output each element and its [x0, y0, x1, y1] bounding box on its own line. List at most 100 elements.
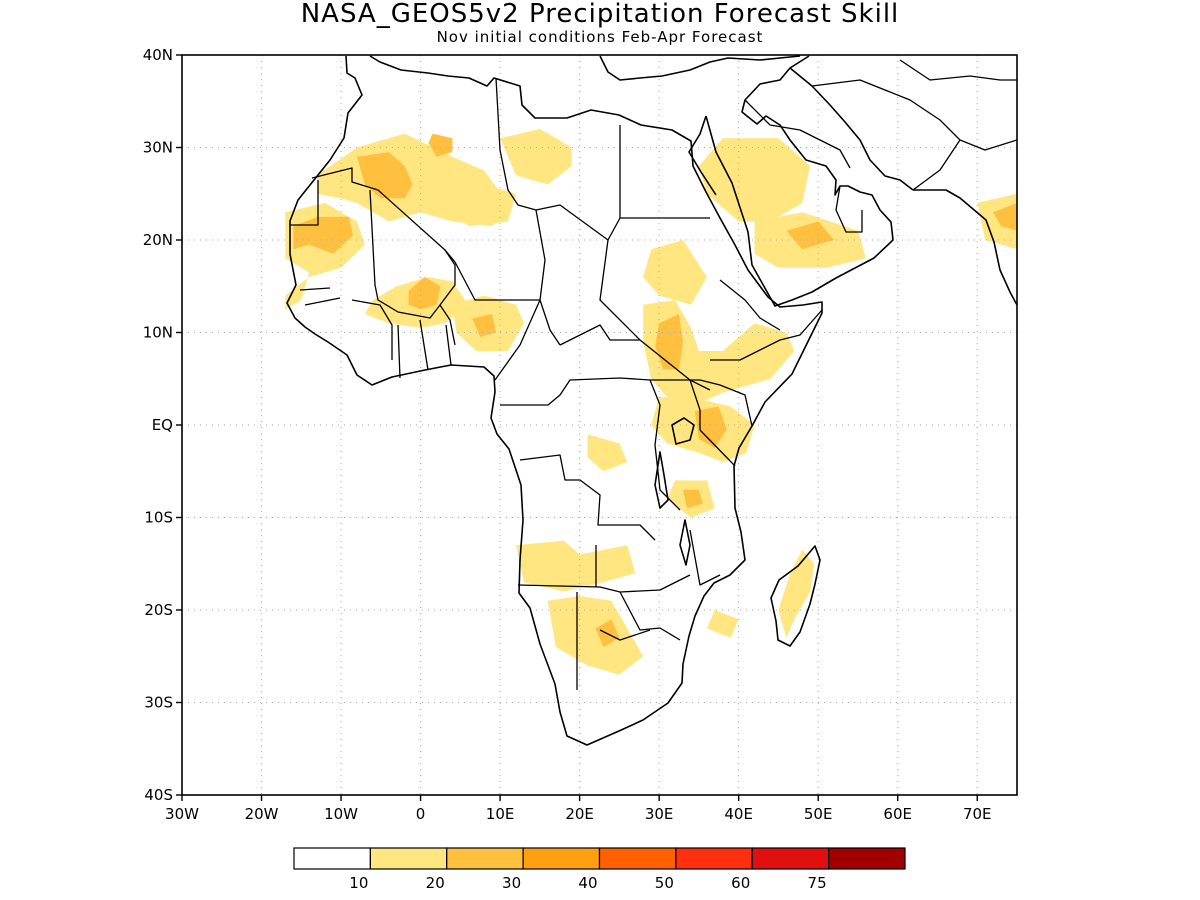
skill-region	[516, 540, 636, 592]
latitude-ticks: 40N 30N 20N 10N EQ 10S 20S 30S 40S	[143, 46, 182, 804]
lat-tick-label: 10N	[143, 324, 173, 342]
border	[835, 185, 863, 233]
skill-shading-layer	[285, 129, 1017, 675]
border	[719, 279, 781, 331]
colorbar-swatch	[598, 847, 677, 870]
colorbar-tick-label: 50	[655, 874, 674, 892]
coastlines-and-borders	[286, 55, 1017, 746]
lat-tick-label: EQ	[152, 416, 173, 434]
skill-region	[698, 138, 811, 222]
skill-region	[706, 610, 739, 638]
lat-tick-label: 10S	[144, 509, 173, 527]
lake-tanganyika	[654, 451, 669, 509]
skill-region	[428, 133, 453, 157]
colorbar-swatch	[675, 847, 753, 870]
lon-tick-label: 10W	[324, 805, 358, 823]
skill-region	[778, 549, 815, 638]
lon-tick-label: 20E	[565, 805, 594, 823]
border	[299, 287, 341, 306]
border	[710, 309, 823, 361]
colorbar-tick-label: 40	[578, 874, 597, 892]
india-coastline	[913, 189, 1017, 306]
lon-tick-label: 50E	[804, 805, 833, 823]
lat-tick-label: 20S	[144, 601, 173, 619]
skill-region	[357, 152, 413, 199]
lat-tick-label: 20N	[143, 231, 173, 249]
colorbar-tick-label: 60	[731, 874, 750, 892]
longitude-ticks: 30W 20W 10W 0 10E 20E 30E 40E 50E 60E 70E	[165, 795, 992, 823]
border	[519, 454, 656, 541]
colorbar-swatch	[446, 847, 524, 870]
border	[290, 180, 319, 226]
skill-region	[683, 489, 703, 509]
border	[912, 139, 961, 191]
persian-gulf-coast	[789, 67, 914, 191]
border	[619, 591, 681, 641]
lon-tick-label: 20W	[245, 805, 279, 823]
border	[439, 249, 456, 346]
lat-tick-label: 40N	[143, 46, 173, 64]
colorbar-swatch	[751, 847, 830, 870]
lake-victoria	[671, 417, 695, 445]
skill-region	[408, 277, 441, 310]
border	[369, 189, 441, 319]
skill-region	[655, 314, 683, 370]
border	[744, 99, 851, 169]
map-title: NASA_GEOS5v2 Precipitation Forecast Skil…	[300, 0, 900, 29]
africa-coastline	[286, 55, 823, 746]
skill-region	[547, 596, 644, 675]
skill-region	[500, 129, 572, 185]
plot-background	[182, 55, 1017, 795]
border	[500, 377, 651, 406]
colorbar-tick-label: 30	[502, 874, 521, 892]
colorbar-tick-label: 75	[808, 874, 827, 892]
lat-tick-label: 40S	[144, 786, 173, 804]
lon-tick-label: 30E	[645, 805, 674, 823]
border	[495, 77, 546, 301]
lon-tick-label: 40E	[724, 805, 753, 823]
skill-region	[452, 184, 516, 227]
colorbar-swatch	[828, 847, 906, 870]
colorbar-swatch	[293, 847, 371, 870]
skill-region	[472, 314, 497, 338]
colorbar-swatch	[522, 847, 601, 870]
border	[351, 299, 393, 360]
skill-region	[993, 203, 1017, 231]
lon-tick-label: 60E	[883, 805, 912, 823]
skill-region	[293, 216, 353, 254]
colorbar-tick-label: 10	[349, 874, 368, 892]
border	[811, 79, 1017, 151]
skill-region	[694, 406, 727, 449]
lake-malawi	[679, 519, 691, 566]
mediterranean-north-coast	[599, 55, 801, 81]
skill-region	[587, 434, 628, 472]
colorbar: 10 20 30 40 50 60 75	[293, 847, 906, 892]
map-subtitle: Nov initial conditions Feb-Apr Forecast	[436, 28, 764, 46]
madagascar-coastline	[770, 545, 821, 647]
country-borders	[290, 59, 1017, 690]
colorbar-swatch	[369, 847, 448, 870]
border	[397, 319, 452, 379]
lon-tick-label: 30W	[165, 805, 199, 823]
skill-region	[643, 240, 707, 305]
arabia-coastline	[705, 55, 894, 307]
lat-tick-label: 30N	[143, 139, 173, 157]
border	[650, 379, 753, 427]
border	[689, 379, 701, 430]
border	[899, 59, 1017, 81]
lon-tick-label: 70E	[963, 805, 992, 823]
lon-tick-label: 10E	[486, 805, 515, 823]
border	[699, 429, 736, 467]
lon-tick-label: 0	[416, 805, 426, 823]
border	[559, 324, 640, 346]
border	[454, 261, 561, 346]
border	[689, 529, 721, 586]
skill-region	[786, 221, 835, 250]
border	[599, 629, 651, 641]
border	[649, 379, 681, 511]
colorbar-tick-label: 20	[426, 874, 445, 892]
lat-tick-label: 30S	[144, 694, 173, 712]
border	[494, 299, 541, 381]
sinai-and-levant-coast	[688, 115, 717, 196]
